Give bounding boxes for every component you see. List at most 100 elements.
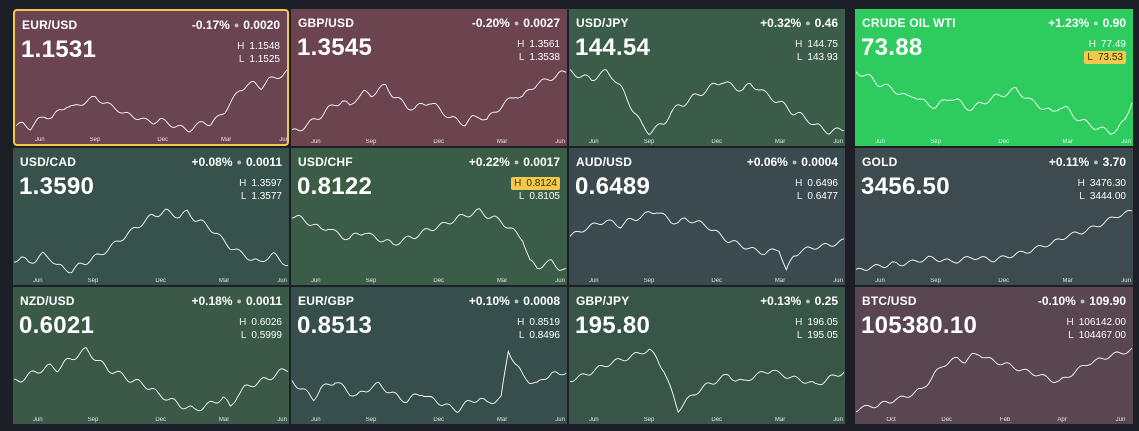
- separator-dot-icon: ●: [1079, 296, 1086, 306]
- low-row: L 143.93: [796, 52, 838, 63]
- month-tick-label: Jun: [875, 139, 885, 145]
- month-tick-label: Jun: [555, 139, 565, 145]
- tile-price: 195.80: [575, 312, 651, 339]
- month-tick-label: Jun: [1121, 278, 1131, 284]
- month-tick-label: Jun: [1121, 139, 1131, 145]
- month-tick-label: Sep: [88, 278, 99, 284]
- low-row: L 0.8105: [518, 191, 560, 202]
- separator-dot-icon: ●: [513, 157, 520, 167]
- market-tile-usd-cad[interactable]: USD/CAD +0.08% ● 0.0011 1.3590 H 1.3597 L 1.…: [13, 148, 289, 285]
- month-tick-label: Jun: [555, 278, 565, 284]
- tile-symbol: NZD/USD: [20, 294, 75, 308]
- low-row: L 1.3577: [240, 191, 282, 202]
- market-tile-eur-usd[interactable]: EUR/USD -0.17% ● 0.0020 1.1531 H 1.1548 L 1.…: [13, 9, 289, 146]
- sparkline-chart: Jun Sep Dec Mar Jun: [13, 347, 289, 423]
- sparkline-chart: Jun Sep Dec Mar Jun: [569, 211, 844, 284]
- market-tile-gbp-usd[interactable]: GBP/USD -0.20% ● 0.0027 1.3545 H 1.3561 L 1.…: [291, 9, 567, 146]
- tile-price: 0.8122: [297, 173, 373, 200]
- month-tick-label: Sep: [88, 417, 99, 423]
- month-tick-label: Jun: [33, 278, 43, 284]
- month-tick-label: Sep: [930, 278, 941, 284]
- month-tick-label: Jun: [589, 139, 599, 145]
- low-value: 1.3577: [251, 191, 282, 202]
- change-absolute: 109.90: [1089, 294, 1126, 308]
- high-low-box: H 1.3597 L 1.3577: [239, 177, 282, 203]
- high-value: 1.1548: [249, 41, 280, 52]
- month-tick-label: Dec: [998, 139, 1009, 145]
- market-tile-aud-usd[interactable]: AUD/USD +0.06% ● 0.0004 0.6489 H 0.6496 L 0.…: [569, 148, 845, 285]
- low-row: L 104467.00: [1068, 330, 1126, 341]
- high-row: H 1.1548: [237, 41, 280, 52]
- month-tick-label: Oct: [886, 417, 896, 423]
- change-absolute: 0.46: [814, 16, 838, 30]
- sparkline-chart: Jun Sep Dec Mar Jun: [15, 69, 287, 143]
- low-value: 0.5999: [251, 330, 282, 341]
- separator-dot-icon: ●: [236, 157, 242, 167]
- low-value: 0.8496: [529, 330, 560, 341]
- month-tick-label: Sep: [644, 417, 655, 423]
- month-tick-label: Dec: [711, 417, 722, 423]
- month-tick-label: Dec: [157, 137, 168, 143]
- month-tick-label: Jun: [33, 417, 43, 423]
- price-series-line: [569, 348, 845, 413]
- separator-dot-icon: ●: [1093, 18, 1099, 28]
- low-row: L 0.5999: [240, 330, 282, 341]
- change-absolute: 0.90: [1102, 16, 1126, 30]
- tile-price: 0.6489: [575, 173, 651, 200]
- change-absolute: 0.0008: [523, 294, 560, 308]
- change-percent: +0.06%: [746, 155, 788, 169]
- tile-symbol: EUR/GBP: [298, 294, 355, 308]
- high-low-box: H 1.3561 L 1.3538: [517, 38, 560, 64]
- month-tick-label: Sep: [366, 278, 377, 284]
- high-low-box: H 0.6496 L 0.6477: [795, 177, 838, 203]
- month-tick-label: Dec: [155, 278, 166, 284]
- market-tile-crude-oil-wti[interactable]: CRUDE OIL WTI +1.23% ● 0.90 73.88 H 77.49 L…: [855, 9, 1133, 146]
- high-row: H 1.3561: [517, 39, 560, 50]
- tile-change: +0.08% ● 0.0011: [191, 155, 282, 169]
- tile-change: -0.17% ● 0.0020: [192, 18, 280, 32]
- month-tick-label: Mar: [219, 278, 229, 284]
- low-value: 143.93: [807, 52, 838, 63]
- month-tick-label: Mar: [497, 417, 507, 423]
- tile-symbol: CRUDE OIL WTI: [862, 16, 956, 30]
- market-tile-eur-gbp[interactable]: EUR/GBP +0.10% ● 0.0008 0.8513 H 0.8519 L 0.…: [291, 287, 567, 424]
- tile-price: 105380.10: [861, 312, 978, 339]
- month-tick-label: Mar: [219, 417, 229, 423]
- market-tile-usd-jpy[interactable]: USD/JPY +0.32% ● 0.46 144.54 H 144.75 L 143.…: [569, 9, 845, 146]
- price-series-line: [569, 211, 844, 271]
- month-tick-label: Jun: [833, 278, 843, 284]
- high-value: 0.8519: [529, 317, 560, 328]
- market-tile-nzd-usd[interactable]: NZD/USD +0.18% ● 0.0011 0.6021 H 0.6026 L 0.…: [13, 287, 289, 424]
- tile-price: 144.54: [575, 34, 651, 61]
- month-tick-label: Mar: [775, 417, 785, 423]
- tile-change: +0.13% ● 0.25: [760, 294, 838, 308]
- low-row: L 73.53: [1084, 51, 1126, 64]
- tile-price: 0.6021: [19, 312, 95, 339]
- month-tick-label: Jun: [277, 417, 287, 423]
- sparkline-chart: Jun Sep Dec Mar Jun: [855, 209, 1133, 284]
- market-tile-gbp-jpy[interactable]: GBP/JPY +0.13% ● 0.25 195.80 H 196.05 L 195.…: [569, 287, 845, 424]
- separator-dot-icon: ●: [233, 20, 240, 30]
- separator-dot-icon: ●: [236, 296, 242, 306]
- tile-price: 1.1531: [21, 36, 97, 63]
- low-value: 1.1525: [249, 54, 280, 65]
- high-value: 196.05: [807, 317, 838, 328]
- change-absolute: 0.0027: [523, 16, 560, 30]
- high-low-box: H 0.6026 L 0.5999: [239, 316, 282, 342]
- tile-change: +0.06% ● 0.0004: [747, 155, 838, 169]
- market-tile-btc-usd[interactable]: BTC/USD -0.10% ● 109.90 105380.10 H 106142.…: [855, 287, 1133, 424]
- tile-change: +0.32% ● 0.46: [760, 16, 838, 30]
- market-tile-gold[interactable]: GOLD +0.11% ● 3.70 3456.50 H 3476.30 L 3444.…: [855, 148, 1133, 285]
- tile-price: 1.3590: [19, 173, 95, 200]
- low-row: L 0.8496: [518, 330, 560, 341]
- price-series-line: [13, 347, 289, 412]
- sparkline-chart: Jun Sep Dec Mar Jun: [569, 348, 845, 423]
- high-row: H 3476.30: [1077, 178, 1126, 189]
- low-row: L 3444.00: [1079, 191, 1126, 202]
- market-tile-usd-chf[interactable]: USD/CHF +0.22% ● 0.0017 0.8122 H 0.8124 L 0.…: [291, 148, 567, 285]
- price-series-line: [291, 208, 567, 271]
- month-tick-label: Dec: [711, 139, 722, 145]
- sparkline-chart: Jun Sep Dec Mar Jun: [291, 70, 567, 145]
- tile-price: 0.8513: [297, 312, 373, 339]
- month-tick-label: Dec: [998, 278, 1009, 284]
